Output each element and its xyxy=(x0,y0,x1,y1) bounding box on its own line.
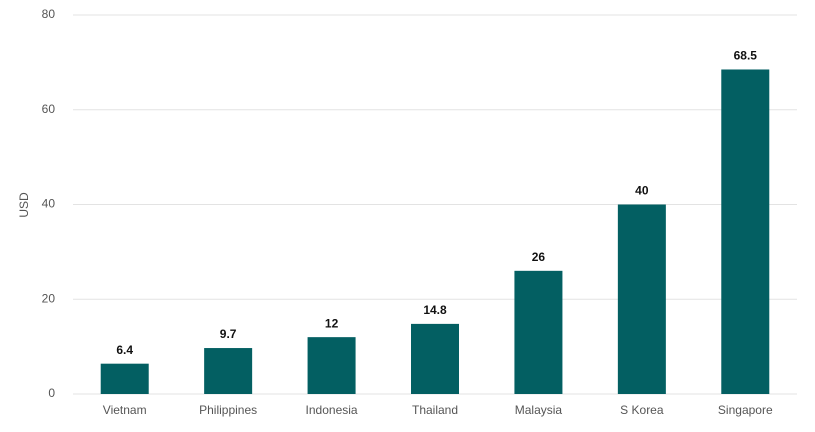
data-label: 68.5 xyxy=(734,49,758,63)
x-tick-label: Singapore xyxy=(718,403,773,417)
x-tick-label: Thailand xyxy=(412,403,458,417)
y-tick-label: 60 xyxy=(42,102,56,116)
x-tick-label: Indonesia xyxy=(306,403,358,417)
data-label: 14.8 xyxy=(423,303,447,317)
x-tick-label: Vietnam xyxy=(103,403,147,417)
x-tick-label: S Korea xyxy=(620,403,664,417)
data-label: 9.7 xyxy=(220,327,237,341)
y-tick-label: 20 xyxy=(42,291,56,305)
bar xyxy=(204,348,253,394)
y-tick-label: 0 xyxy=(48,386,55,400)
y-tick-label: 80 xyxy=(42,7,56,21)
y-axis-label: USD xyxy=(17,192,31,218)
data-label: 26 xyxy=(532,250,546,264)
x-tick-label: Malaysia xyxy=(515,403,563,417)
bar xyxy=(307,337,356,394)
data-label: 12 xyxy=(325,316,339,330)
data-label: 6.4 xyxy=(116,343,133,357)
x-tick-label: Philippines xyxy=(199,403,257,417)
bar xyxy=(100,363,149,394)
data-label: 40 xyxy=(635,184,649,198)
y-tick-label: 40 xyxy=(42,197,56,211)
bar xyxy=(617,204,666,394)
bar xyxy=(721,69,770,394)
bar xyxy=(411,323,459,394)
bar xyxy=(514,270,563,394)
